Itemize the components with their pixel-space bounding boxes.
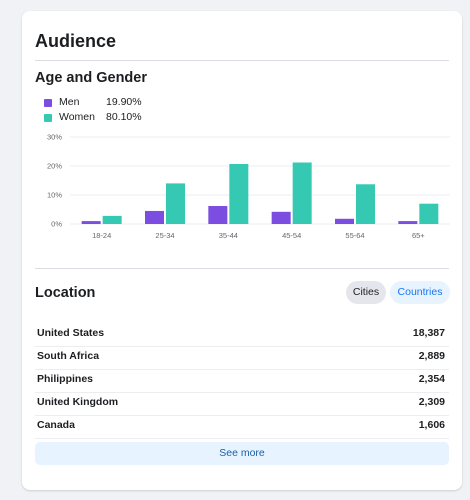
age-gender-title: Age and Gender xyxy=(35,70,147,86)
y-tick-label: 20% xyxy=(47,162,62,171)
y-tick-label: 0% xyxy=(51,220,62,229)
legend-label-men: Men xyxy=(59,96,80,108)
country-name: Philippines xyxy=(37,373,94,385)
bar-men-55-64[interactable] xyxy=(335,218,354,224)
bar-women-18-24[interactable] xyxy=(102,215,122,224)
country-count: 2,309 xyxy=(418,396,445,408)
card-title: Audience xyxy=(35,31,117,51)
country-name: United Kingdom xyxy=(37,396,119,408)
table-row: Canada 1,606 xyxy=(35,415,449,439)
bar-women-55-64[interactable] xyxy=(356,184,375,224)
country-name: South Africa xyxy=(37,350,100,362)
cities-button[interactable]: Cities xyxy=(346,281,386,304)
bar-women-65+[interactable] xyxy=(419,203,439,224)
bar-women-35-44[interactable] xyxy=(229,163,249,224)
x-tick-label: 45-54 xyxy=(282,231,301,240)
x-tick-label: 25-34 xyxy=(155,231,174,240)
y-tick-label: 10% xyxy=(47,191,62,200)
x-tick-label: 18-24 xyxy=(92,231,111,240)
y-tick-label: 30% xyxy=(47,133,62,142)
women-swatch xyxy=(44,114,52,122)
table-row: South Africa 2,889 xyxy=(35,346,449,370)
bar-men-18-24[interactable] xyxy=(81,221,101,224)
legend-label-women: Women xyxy=(59,111,95,123)
countries-button[interactable]: Countries xyxy=(390,281,450,304)
bar-women-25-34[interactable] xyxy=(166,183,185,224)
bar-women-45-54[interactable] xyxy=(292,162,312,224)
bar-men-35-44[interactable] xyxy=(208,206,228,224)
legend-value-men: 19.90% xyxy=(106,96,142,108)
x-tick-label: 35-44 xyxy=(219,231,238,240)
country-count: 18,387 xyxy=(412,327,445,339)
legend-value-women: 80.10% xyxy=(106,111,142,123)
divider xyxy=(35,60,449,61)
location-title: Location xyxy=(35,285,96,301)
country-count: 2,354 xyxy=(418,373,445,385)
country-count: 1,606 xyxy=(418,419,445,431)
bar-men-25-34[interactable] xyxy=(145,210,164,224)
country-name: United States xyxy=(37,327,105,339)
x-tick-label: 55-64 xyxy=(345,231,364,240)
table-row: United Kingdom 2,309 xyxy=(35,392,449,416)
bar-men-45-54[interactable] xyxy=(271,211,291,224)
table-row: Philippines 2,354 xyxy=(35,369,449,393)
bar-men-65+[interactable] xyxy=(398,221,418,224)
table-row: United States 18,387 xyxy=(35,323,449,347)
men-swatch xyxy=(44,99,52,107)
audience-card: Audience Age and Gender Men 19.90% Women… xyxy=(22,11,462,490)
x-tick-label: 65+ xyxy=(412,231,425,240)
divider xyxy=(35,268,449,269)
country-name: Canada xyxy=(37,419,75,431)
age-gender-bar-chart: 0% 10% 20% 30% 18-24 25-34 35-44 45-54 55-64 65+ xyxy=(47,133,450,240)
see-more-button[interactable]: See more xyxy=(35,442,449,465)
country-count: 2,889 xyxy=(418,350,445,362)
